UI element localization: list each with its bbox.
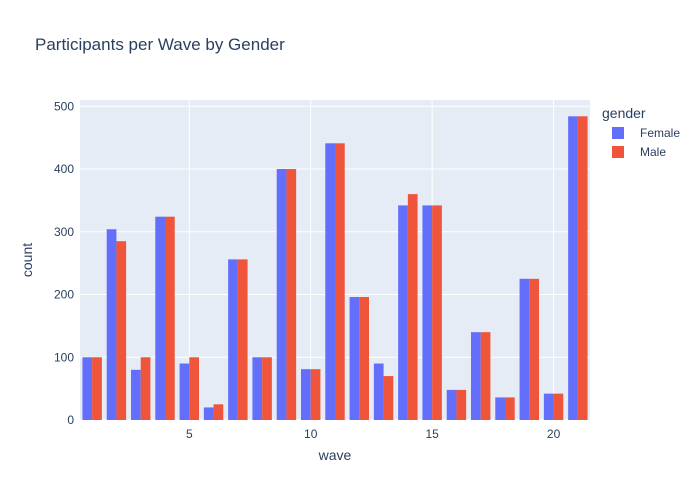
bar-male-wave-5 <box>189 357 199 420</box>
bar-male-wave-8 <box>262 357 272 420</box>
legend-swatch-female <box>612 127 624 139</box>
x-tick-label: 20 <box>547 427 561 441</box>
bar-male-wave-13 <box>383 376 394 420</box>
x-tick-label: 5 <box>186 427 193 441</box>
bar-female-wave-15 <box>422 205 433 420</box>
bar-female-wave-3 <box>131 369 141 420</box>
bar-female-wave-6 <box>203 407 214 420</box>
y-tick-label: 400 <box>54 162 74 176</box>
bar-female-wave-16 <box>446 389 457 420</box>
bar-male-wave-14 <box>407 194 418 420</box>
bar-male-wave-15 <box>432 205 442 420</box>
bar-male-wave-6 <box>213 404 224 420</box>
x-tick-label: 10 <box>304 427 318 441</box>
chart-title: Participants per Wave by Gender <box>35 35 285 54</box>
bar-female-wave-19 <box>519 278 530 420</box>
bar-female-wave-5 <box>179 363 190 420</box>
bar-female-wave-20 <box>543 393 554 420</box>
bar-male-wave-4 <box>165 216 175 420</box>
bar-male-wave-3 <box>140 357 151 420</box>
y-axis-label: count <box>19 243 35 277</box>
legend-swatch-male <box>612 146 624 158</box>
bar-male-wave-7 <box>237 259 248 420</box>
y-tick-label: 300 <box>54 225 74 239</box>
x-tick-label: 15 <box>425 427 439 441</box>
bar-female-wave-11 <box>325 143 335 420</box>
legend-label-male: Male <box>640 145 666 159</box>
x-axis-label: wave <box>318 447 352 463</box>
axis-ticks: 0 100 200 300 400 500 5 10 15 20 <box>54 99 561 441</box>
bar-male-wave-17 <box>480 332 491 420</box>
bar-male-wave-21 <box>577 116 588 421</box>
bar-female-wave-9 <box>276 169 287 420</box>
bar-female-wave-10 <box>301 369 311 420</box>
y-tick-label: 0 <box>67 413 74 427</box>
bar-female-wave-18 <box>495 397 505 420</box>
bar-male-wave-11 <box>335 143 345 420</box>
bar-female-wave-14 <box>398 205 408 420</box>
bar-male-wave-10 <box>310 369 321 420</box>
legend-label-female: Female <box>640 126 680 140</box>
bars <box>82 116 588 421</box>
bar-female-wave-1 <box>82 357 93 420</box>
bar-male-wave-19 <box>529 278 539 420</box>
y-tick-label: 200 <box>54 288 74 302</box>
bar-female-wave-21 <box>568 116 578 421</box>
bar-female-wave-17 <box>471 332 481 420</box>
bar-female-wave-8 <box>252 357 263 420</box>
y-tick-label: 100 <box>54 350 74 364</box>
bar-female-wave-4 <box>155 216 165 420</box>
bar-male-wave-9 <box>286 169 297 420</box>
bar-female-wave-12 <box>349 297 360 420</box>
bar-male-wave-1 <box>92 357 102 420</box>
bar-female-wave-2 <box>106 229 117 420</box>
bar-female-wave-13 <box>373 363 384 420</box>
bar-male-wave-20 <box>553 393 564 420</box>
legend: gender Female Male <box>602 105 680 159</box>
legend-title: gender <box>602 105 646 121</box>
bar-male-wave-2 <box>116 241 127 420</box>
bar-male-wave-18 <box>505 397 515 420</box>
bar-female-wave-7 <box>228 259 238 420</box>
y-tick-label: 500 <box>54 99 74 113</box>
bar-male-wave-16 <box>456 389 467 420</box>
bar-male-wave-12 <box>359 297 369 420</box>
